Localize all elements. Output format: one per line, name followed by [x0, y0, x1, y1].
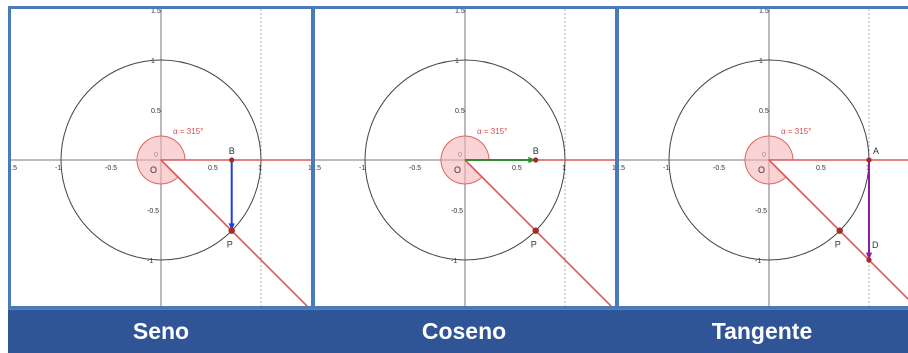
origin-label: O: [150, 165, 157, 175]
y-tick-label: 1.5: [151, 9, 161, 15]
panel-coseno: -1.5-1-0.500.511.51.510.5-0.5-1-1.5BPOα …: [312, 6, 618, 309]
y-tick-label: 1: [759, 58, 763, 65]
terminal-ray: [768, 159, 908, 301]
angle-label: α = 315°: [173, 127, 203, 136]
seno-vector-arrowhead: [228, 223, 235, 231]
x-tick-label: -0.5: [409, 165, 421, 172]
x-tick-label: -1.5: [619, 165, 625, 172]
point-d: [866, 257, 872, 263]
panel-seno: -1.5-1-0.500.511.51.510.5-0.5-1-1.5BPOα …: [8, 6, 314, 309]
point-label-p: P: [531, 240, 537, 250]
x-tick-label: 1: [562, 165, 566, 172]
x-tick-label: 0.5: [816, 165, 826, 172]
point-label-p: P: [227, 240, 233, 250]
y-tick-label: 1: [455, 58, 459, 65]
point-label-a: A: [873, 146, 879, 156]
point-b: [229, 157, 235, 163]
y-tick-label: 0.5: [455, 108, 465, 115]
y-tick-label: 0.5: [759, 108, 769, 115]
coseno-vector-arrowhead: [528, 156, 536, 164]
tangente-vector-arrowhead: [865, 252, 873, 260]
origin-label: O: [758, 165, 765, 175]
origin-label: O: [454, 165, 461, 175]
angle-label: α = 315°: [781, 127, 811, 136]
point-p: [836, 227, 843, 234]
point-p: [532, 227, 539, 234]
panel-tangente: -1.5-1-0.500.511.51.510.5-0.5-1-1.5APDOα…: [616, 6, 908, 309]
x-tick-label: -1.5: [11, 165, 17, 172]
y-tick-label: -1: [147, 258, 153, 265]
y-tick-label: -1: [451, 258, 457, 265]
y-tick-label: 1: [151, 58, 155, 65]
label-tangente: Tangente: [616, 309, 908, 353]
y-tick-label: -1: [755, 258, 761, 265]
seno-plot: -1.5-1-0.500.511.51.510.5-0.5-1-1.5BPOα …: [11, 9, 311, 306]
point-a: [866, 157, 872, 163]
point-p: [228, 227, 235, 234]
tangente-plot: -1.5-1-0.500.511.51.510.5-0.5-1-1.5APDOα…: [619, 9, 908, 306]
x-tick-label: 1: [258, 165, 262, 172]
angle-label: α = 315°: [477, 127, 507, 136]
y-tick-label: -0.5: [147, 208, 159, 215]
y-tick-label: -0.5: [451, 208, 463, 215]
terminal-ray: [160, 159, 309, 306]
x-tick-label: -1: [55, 165, 61, 172]
point-label-d: D: [872, 240, 879, 250]
x-tick-label: 1.5: [612, 165, 615, 172]
x-tick-label: 1.5: [308, 165, 311, 172]
x-tick-label: -1.5: [315, 165, 321, 172]
point-label-b: B: [229, 146, 235, 156]
label-coseno: Coseno: [312, 309, 616, 353]
coseno-plot: -1.5-1-0.500.511.51.510.5-0.5-1-1.5BPOα …: [315, 9, 615, 306]
y-tick-label: 1.5: [759, 9, 769, 15]
terminal-ray: [464, 159, 613, 306]
point-b: [533, 157, 539, 163]
y-tick-label: 0.5: [151, 108, 161, 115]
x-tick-label: -0.5: [713, 165, 725, 172]
label-seno: Seno: [8, 309, 314, 353]
x-tick-label: 0.5: [208, 165, 218, 172]
y-tick-label: 1.5: [455, 9, 465, 15]
x-tick-label: -1: [359, 165, 365, 172]
y-tick-label: -0.5: [755, 208, 767, 215]
point-label-b: B: [533, 146, 539, 156]
x-tick-label: -0.5: [105, 165, 117, 172]
x-tick-label: -1: [663, 165, 669, 172]
point-label-p: P: [835, 240, 841, 250]
x-tick-label: 0.5: [512, 165, 522, 172]
